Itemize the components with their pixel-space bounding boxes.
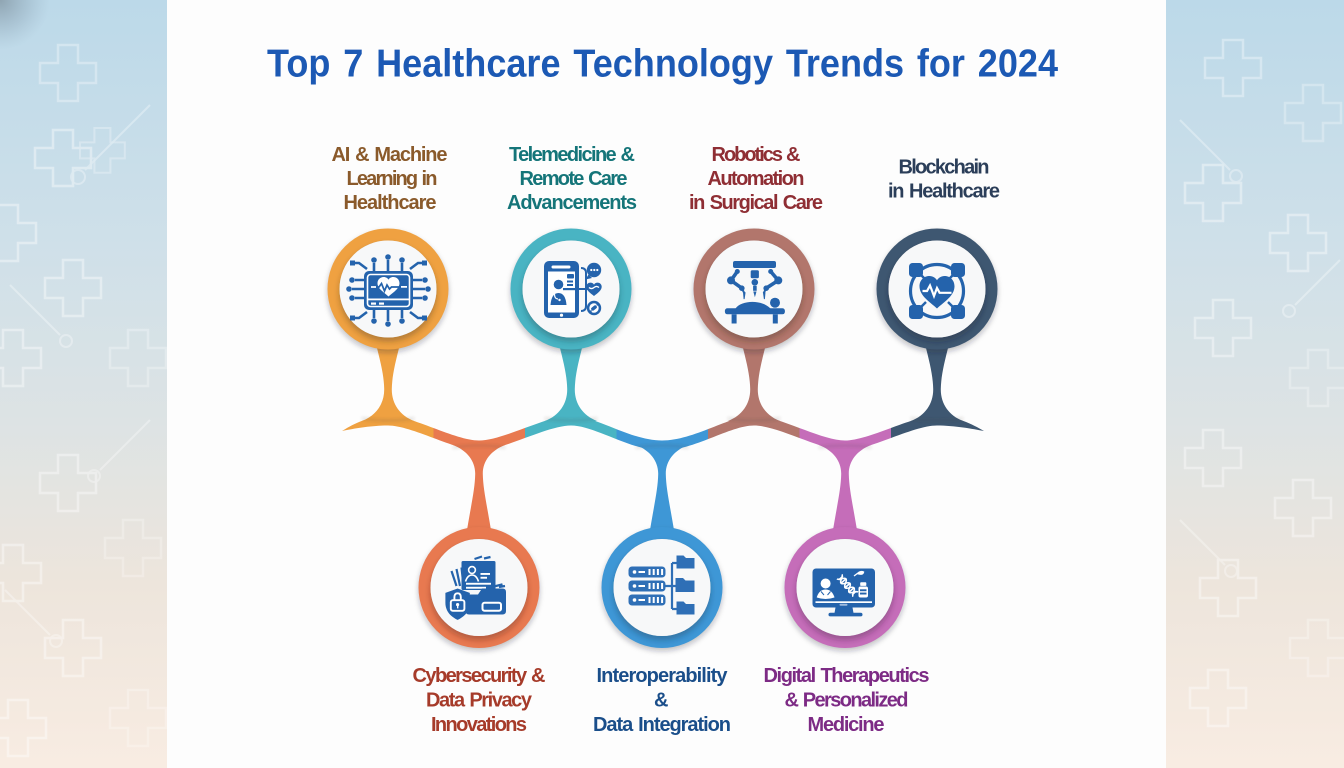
svg-text:AI & Machine: AI & Machine — [332, 144, 448, 166]
svg-text:in Healthcare: in Healthcare — [888, 181, 1000, 203]
svg-text:& Personalized: & Personalized — [785, 690, 909, 712]
svg-text:Remote Care: Remote Care — [520, 168, 628, 190]
svg-text:Medicine: Medicine — [808, 714, 885, 736]
svg-text:Robotics &: Robotics & — [712, 144, 801, 166]
svg-text:Blockchain: Blockchain — [899, 157, 990, 179]
svg-text:Digital Therapeutics: Digital Therapeutics — [764, 665, 930, 687]
svg-text:in Surgical Care: in Surgical Care — [689, 192, 823, 214]
svg-text:Data Privacy: Data Privacy — [426, 690, 533, 712]
svg-text:Automation: Automation — [708, 168, 805, 190]
svg-text:Learning in: Learning in — [347, 168, 438, 190]
svg-text:Healthcare: Healthcare — [344, 192, 437, 214]
svg-text:Advancements: Advancements — [507, 192, 637, 214]
svg-text:Telemedicine &: Telemedicine & — [509, 144, 635, 166]
svg-text:&: & — [654, 690, 668, 712]
svg-text:Cybersecurity &: Cybersecurity & — [413, 665, 546, 687]
svg-text:Data Integration: Data Integration — [593, 714, 731, 736]
svg-text:Interoperability: Interoperability — [597, 665, 729, 687]
svg-text:Innovations: Innovations — [431, 714, 527, 736]
svg-text:Top 7 Healthcare Technology Tr: Top 7 Healthcare Technology Trends for 2… — [267, 43, 1059, 86]
